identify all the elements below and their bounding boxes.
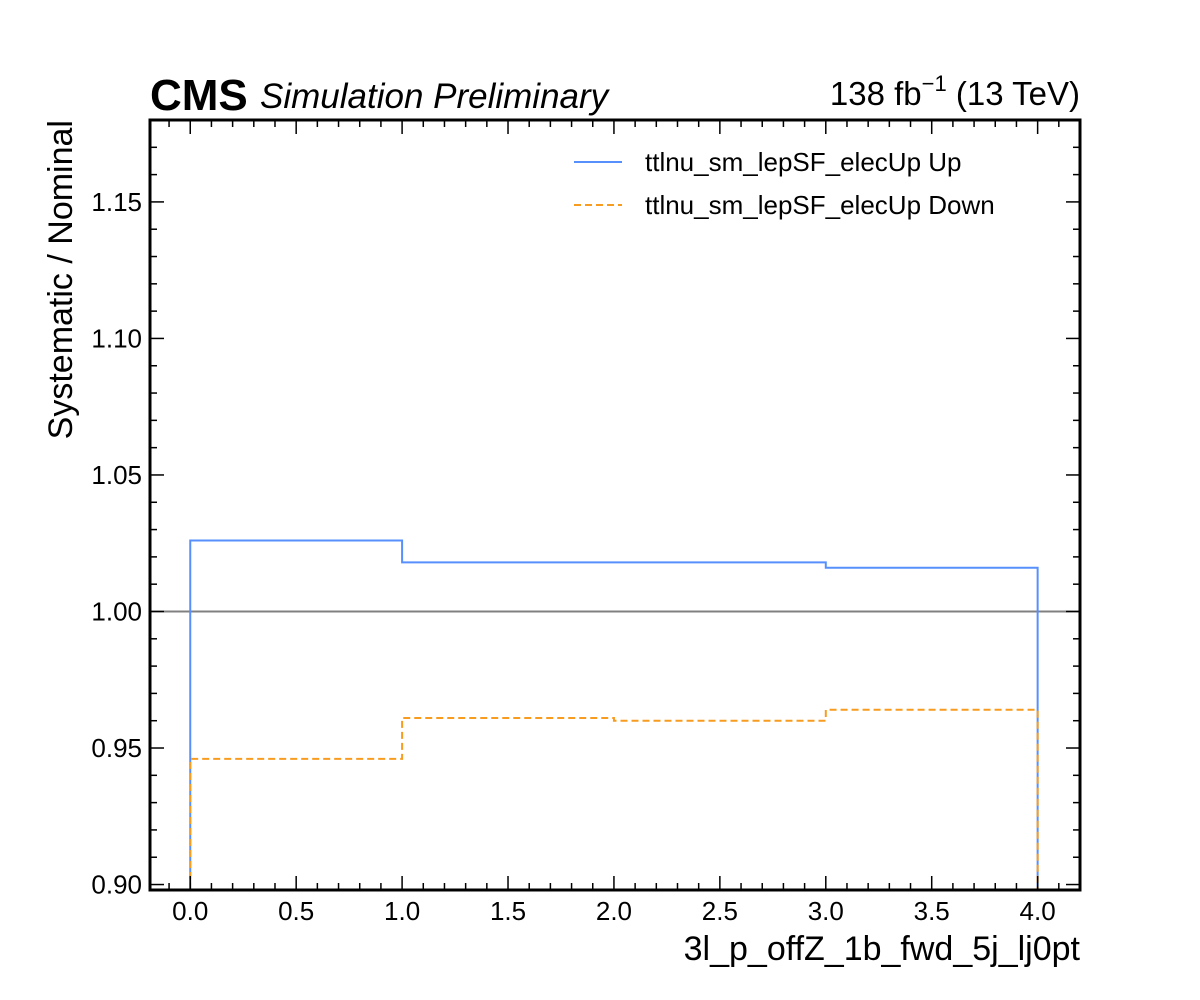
plot-area <box>150 539 1080 890</box>
luminosity-label: 138 fb−1 (13 TeV) <box>830 71 1080 112</box>
x-tick-label: 1.5 <box>490 896 526 926</box>
y-axis-label: Systematic / Nominal <box>42 120 80 439</box>
axis-ticks: 0.0 0.5 1.0 1.5 2.0 2.5 3.0 3.5 4.0 0.90 0.95 1.00 1… <box>91 119 1081 926</box>
plot-frame <box>148 118 1082 892</box>
y-tick-label: 1.00 <box>91 596 142 626</box>
x-tick-label: 1.0 <box>384 896 420 926</box>
y-tick-label: 0.90 <box>91 870 142 900</box>
x-axis-label: 3l_p_offZ_1b_fwd_5j_lj0pt <box>684 930 1081 968</box>
x-tick-label: 3.0 <box>808 896 844 926</box>
y-tick-label: 1.05 <box>91 460 142 490</box>
y-tick-label: 1.10 <box>91 323 142 353</box>
y-tick-label: 0.95 <box>91 733 142 763</box>
x-tick-label: 0.5 <box>278 896 314 926</box>
cms-label: CMS <box>150 71 248 120</box>
legend-label-1: ttlnu_sm_lepSF_elecUp Down <box>645 190 995 220</box>
x-tick-label: 2.5 <box>702 896 738 926</box>
x-tick-label: 0.0 <box>172 896 208 926</box>
simulation-label: Simulation Preliminary <box>260 77 611 116</box>
series-line-1 <box>189 708 1039 890</box>
y-tick-label: 1.15 <box>91 187 142 217</box>
legend: ttlnu_sm_lepSF_elecUp Up ttlnu_sm_lepSF_e… <box>574 147 995 220</box>
x-tick-label: 3.5 <box>914 896 950 926</box>
x-tick-label: 4.0 <box>1020 896 1056 926</box>
series-line-0 <box>189 539 1039 890</box>
legend-label-0: ttlnu_sm_lepSF_elecUp Up <box>645 147 962 177</box>
x-tick-label: 2.0 <box>596 896 632 926</box>
